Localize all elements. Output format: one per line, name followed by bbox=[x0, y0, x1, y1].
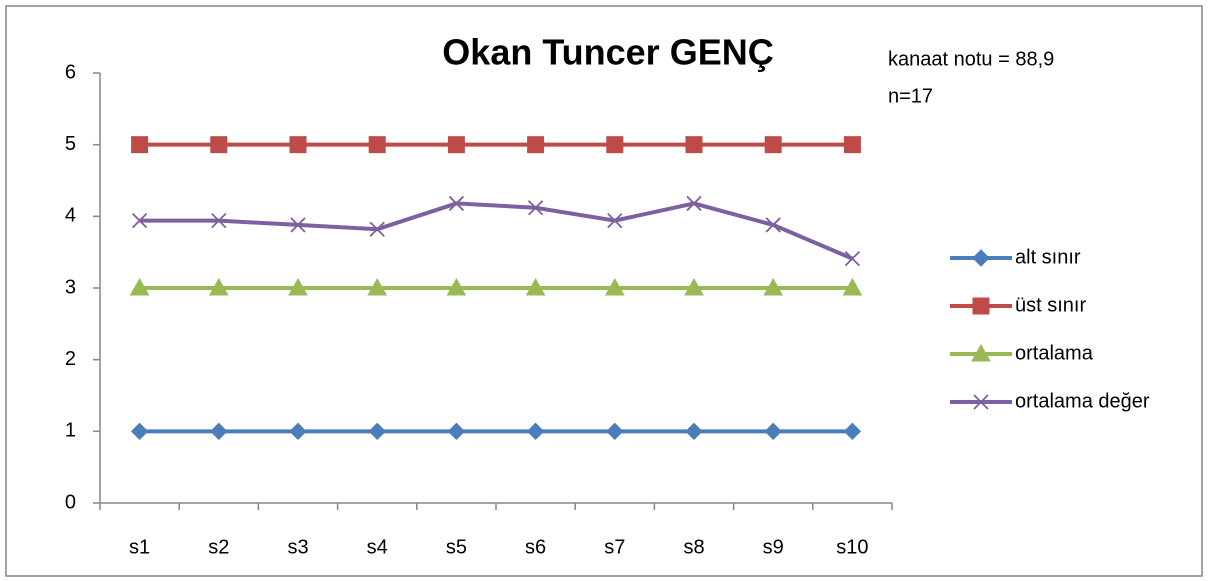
chart-frame bbox=[5, 5, 1203, 577]
x-tick-label: s8 bbox=[683, 536, 704, 558]
data-point bbox=[368, 422, 386, 441]
data-point bbox=[843, 136, 861, 154]
data-point bbox=[448, 195, 465, 212]
y-tick-label: 4 bbox=[65, 205, 76, 227]
data-point bbox=[289, 422, 307, 441]
data-point bbox=[764, 422, 782, 441]
legend-label: alt sınır bbox=[1015, 246, 1081, 268]
x-tick-label: s5 bbox=[446, 536, 467, 558]
data-point bbox=[844, 250, 861, 267]
data-point bbox=[604, 277, 625, 296]
x-tick-label: s3 bbox=[287, 536, 308, 558]
legend-label: üst sınır bbox=[1015, 294, 1086, 316]
data-point bbox=[527, 136, 545, 154]
data-point bbox=[607, 212, 623, 229]
data-point bbox=[208, 277, 229, 296]
legend-marker bbox=[973, 394, 989, 410]
data-point bbox=[210, 422, 228, 441]
data-point bbox=[606, 422, 624, 441]
data-point bbox=[685, 422, 703, 441]
y-tick-label: 2 bbox=[65, 348, 76, 370]
data-point bbox=[763, 277, 784, 296]
x-tick-label: s9 bbox=[763, 536, 784, 558]
data-point bbox=[369, 221, 385, 237]
data-point bbox=[527, 200, 544, 216]
x-tick-label: s6 bbox=[525, 536, 546, 558]
legend-label: ortalama bbox=[1015, 342, 1094, 364]
legend-marker bbox=[972, 297, 990, 315]
y-tick-label: 6 bbox=[65, 61, 76, 83]
annotation: kanaat notu = 88,9 bbox=[888, 48, 1054, 70]
data-point bbox=[686, 195, 702, 212]
data-point bbox=[131, 136, 149, 154]
data-point bbox=[368, 136, 386, 154]
legend-marker bbox=[972, 249, 990, 267]
data-point bbox=[526, 422, 545, 441]
x-tick-label: s10 bbox=[836, 536, 868, 558]
data-point bbox=[131, 212, 148, 229]
data-point bbox=[764, 136, 782, 154]
data-point bbox=[211, 212, 227, 229]
data-point bbox=[288, 277, 308, 296]
x-tick-label: s2 bbox=[208, 536, 229, 558]
data-point bbox=[842, 277, 863, 296]
x-tick-label: s4 bbox=[367, 536, 388, 558]
data-point bbox=[210, 136, 228, 154]
data-point bbox=[765, 217, 781, 233]
y-tick-label: 3 bbox=[65, 276, 76, 298]
y-tick-label: 0 bbox=[65, 491, 76, 513]
data-point bbox=[367, 277, 388, 296]
data-point bbox=[129, 277, 150, 296]
data-point bbox=[289, 136, 307, 154]
data-point bbox=[685, 136, 703, 154]
data-point bbox=[843, 422, 862, 441]
legend-marker bbox=[971, 343, 991, 362]
legend-label: ortalama değer bbox=[1015, 390, 1150, 412]
data-point bbox=[447, 136, 465, 154]
data-point bbox=[130, 422, 149, 441]
data-point bbox=[525, 277, 546, 296]
data-point bbox=[606, 136, 624, 154]
y-tick-label: 5 bbox=[65, 133, 76, 155]
x-tick-label: s7 bbox=[604, 536, 625, 558]
data-point bbox=[290, 217, 306, 233]
chart-title: Okan Tuncer GENÇ bbox=[442, 32, 773, 73]
annotation: n=17 bbox=[888, 85, 933, 107]
data-point bbox=[684, 277, 704, 296]
data-point bbox=[446, 277, 467, 296]
x-tick-label: s1 bbox=[129, 536, 150, 558]
y-tick-label: 1 bbox=[65, 420, 76, 442]
data-point bbox=[447, 422, 466, 441]
series-line bbox=[139, 201, 854, 261]
